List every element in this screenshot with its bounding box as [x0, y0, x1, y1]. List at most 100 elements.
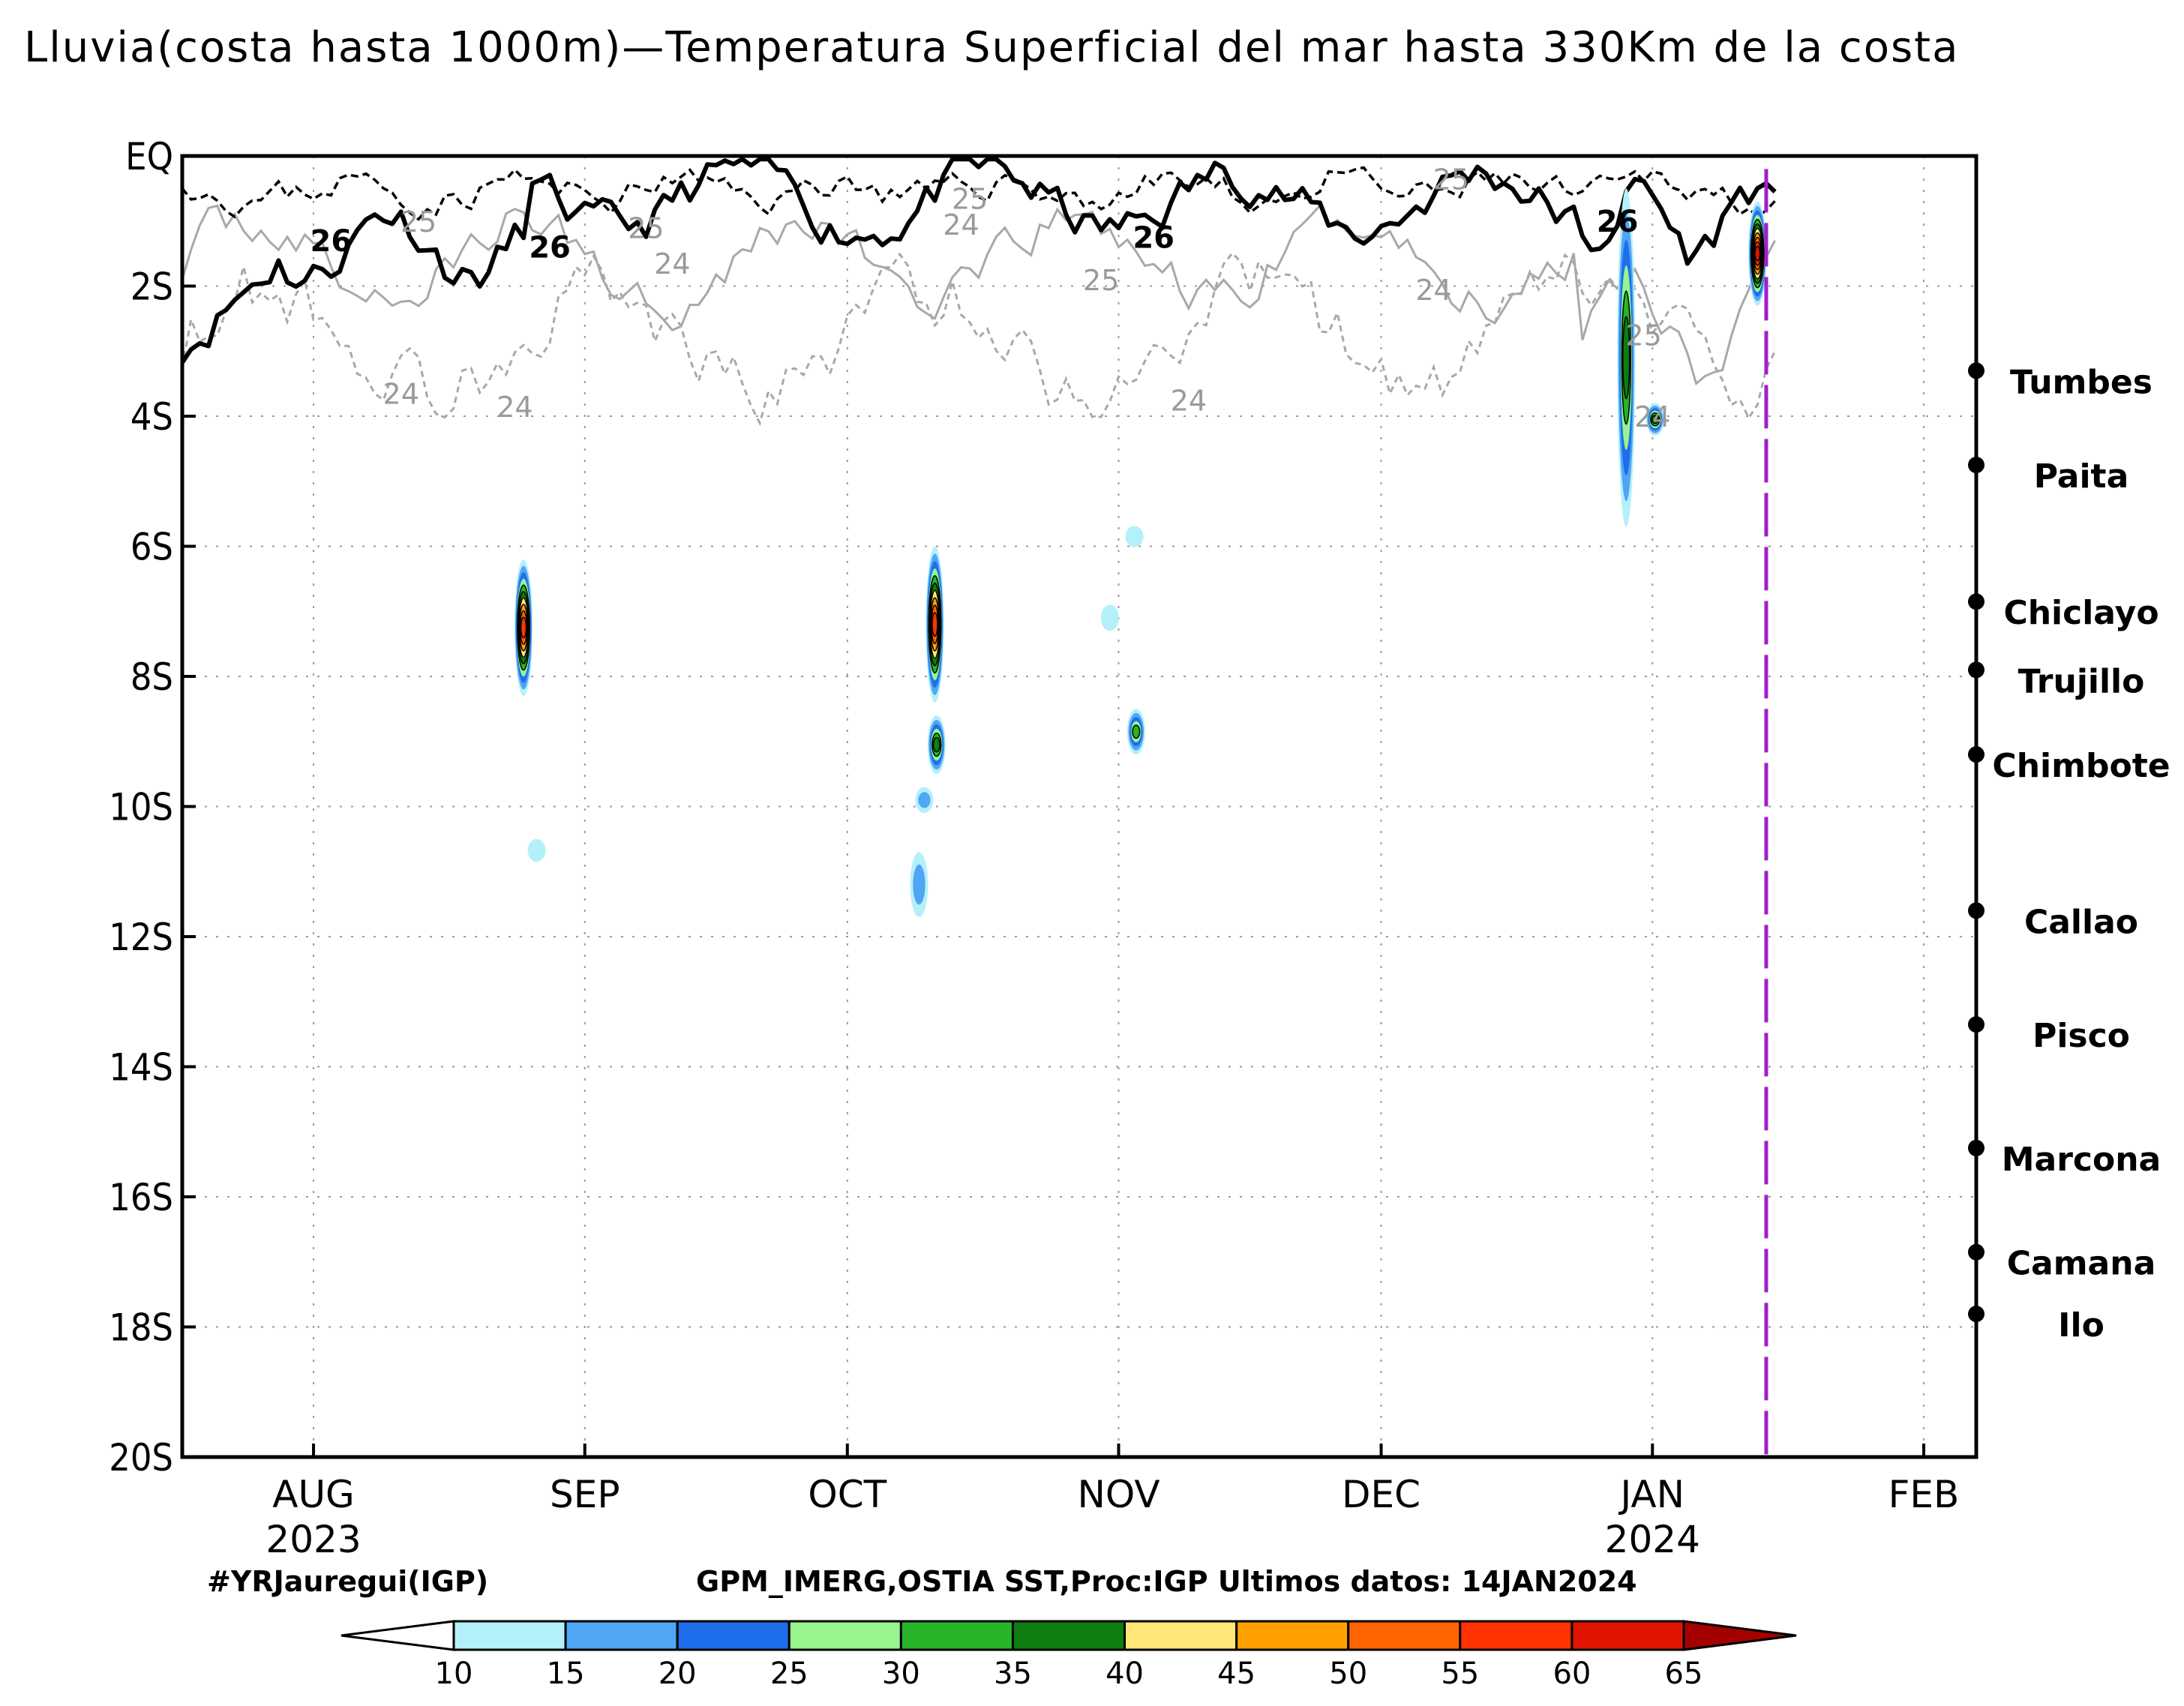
rain-event-7 — [1126, 526, 1144, 547]
y-tick-label: 4S — [130, 395, 173, 439]
sst-label: 24 — [1171, 384, 1207, 417]
colorbar-tick-label: 30 — [882, 1657, 920, 1691]
sst-label: 26 — [529, 230, 571, 265]
rain-level-30 — [1132, 725, 1140, 738]
x-tick-label: FEB — [1888, 1473, 1960, 1516]
colorbar-below-arrow — [341, 1621, 454, 1650]
sst-label: 25 — [628, 211, 664, 244]
city-marker-4 — [1968, 746, 1984, 763]
city-marker-0 — [1968, 362, 1984, 379]
sst-label: 25 — [1625, 319, 1661, 352]
x-tick-label: OCT — [808, 1473, 886, 1516]
gridlines — [182, 156, 1976, 1457]
rain-event-3 — [928, 715, 946, 774]
rain-event-1 — [528, 839, 546, 862]
rain-event-0 — [514, 559, 532, 696]
colorbar-tick-label: 60 — [1552, 1657, 1591, 1691]
city-marker-9 — [1968, 1306, 1984, 1322]
sst-label: 24 — [383, 378, 419, 411]
colorbar-swatch-9 — [1460, 1621, 1572, 1650]
rain-level-10 — [1101, 605, 1119, 631]
rain-level-15 — [913, 865, 925, 904]
sst-label: 24 — [496, 391, 532, 424]
city-label: Paita — [2034, 457, 2129, 496]
y-tick-label: 12S — [109, 916, 173, 959]
colorbar-tick-label: 35 — [994, 1657, 1032, 1691]
colorbar-swatch-3 — [789, 1621, 901, 1650]
y-tick-label: 14S — [109, 1046, 173, 1090]
city-marker-7 — [1968, 1140, 1984, 1156]
rain-event-6 — [1127, 709, 1145, 754]
y-tick-label: 6S — [130, 526, 173, 569]
city-marker-6 — [1968, 1016, 1984, 1033]
y-tick-label: 20S — [109, 1436, 173, 1480]
rain-event-5 — [910, 852, 928, 917]
x-tick-label: AUG — [272, 1473, 355, 1516]
rain-level-55 — [521, 617, 526, 637]
sst-label: 26 — [1132, 220, 1174, 255]
rain-event-8 — [1101, 605, 1119, 631]
city-markers: Tumbes Paita Chiclayo Trujillo Chimbote Calla… — [1968, 362, 2170, 1345]
city-marker-3 — [1968, 661, 1984, 678]
colorbar-swatch-6 — [1125, 1621, 1237, 1650]
colorbar-tick-label: 25 — [770, 1657, 808, 1691]
plot-frame — [182, 156, 1976, 1457]
colorbar-tick-label: 55 — [1441, 1657, 1479, 1691]
sst-label: 25 — [400, 205, 436, 238]
x-tick-label: JAN — [1618, 1473, 1684, 1516]
chart-title: Lluvia(costa hasta 1000m)—Temperatura Su… — [24, 23, 1959, 72]
y-tick-label: 10S — [109, 786, 173, 829]
city-marker-8 — [1968, 1244, 1984, 1261]
rain-level-10 — [528, 839, 546, 862]
city-label: Ilo — [2058, 1306, 2104, 1345]
x-tick-label: NOV — [1077, 1473, 1160, 1516]
rain-level-10 — [1126, 526, 1144, 547]
colorbar-above-arrow — [1684, 1621, 1796, 1650]
city-label: Camana — [2007, 1245, 2156, 1283]
city-label: Callao — [2024, 903, 2138, 941]
city-label: Tumbes — [2010, 363, 2152, 401]
colorbar-tick-label: 20 — [658, 1657, 697, 1691]
y-tick-label: 18S — [109, 1306, 173, 1350]
city-marker-5 — [1968, 902, 1984, 919]
rain-event-9 — [1617, 188, 1635, 526]
colorbar-swatch-5 — [1012, 1621, 1124, 1650]
x-tick-year: 2023 — [266, 1518, 361, 1561]
y-tick-label: 8S — [130, 655, 173, 699]
colorbar-swatch-8 — [1348, 1621, 1460, 1650]
sst-label: 24 — [943, 208, 979, 241]
colorbar: 10 15 20 25 30 35 40 45 50 55 60 65 — [341, 1621, 1796, 1691]
rain-event-4 — [915, 787, 933, 813]
credit-left: #YRJauregui(IGP) — [207, 1565, 488, 1598]
rain-event-11 — [1748, 202, 1766, 306]
sst-label: 24 — [1415, 274, 1451, 307]
colorbar-swatch-2 — [677, 1621, 789, 1650]
colorbar-tick-label: 15 — [547, 1657, 585, 1691]
rain-level-60 — [1755, 247, 1760, 261]
colorbar-swatch-0 — [454, 1621, 566, 1650]
city-label: Trujillo — [2018, 662, 2145, 700]
colorbar-swatch-4 — [901, 1621, 1012, 1650]
colorbar-swatch-10 — [1572, 1621, 1684, 1650]
colorbar-swatch-7 — [1237, 1621, 1348, 1650]
city-label: Chimbote — [1992, 747, 2170, 785]
city-marker-2 — [1968, 593, 1984, 610]
rain-level-55 — [932, 613, 938, 636]
sst-label: 26 — [310, 224, 352, 259]
y-tick-label: EQ — [125, 135, 173, 178]
x-tick-label: SEP — [550, 1473, 620, 1516]
sst-label: 25 — [1083, 264, 1119, 297]
colorbar-tick-label: 10 — [435, 1657, 473, 1691]
city-marker-1 — [1968, 457, 1984, 473]
sst-label: 24 — [1634, 400, 1670, 433]
sst-label: 24 — [654, 247, 690, 280]
colorbar-swatch-1 — [566, 1621, 677, 1650]
x-tick-year: 2024 — [1605, 1518, 1700, 1561]
colorbar-tick-label: 45 — [1217, 1657, 1256, 1691]
sst-label: 26 — [1597, 205, 1639, 239]
sst-label: 25 — [1433, 163, 1469, 196]
y-tick-label: 16S — [109, 1176, 173, 1219]
